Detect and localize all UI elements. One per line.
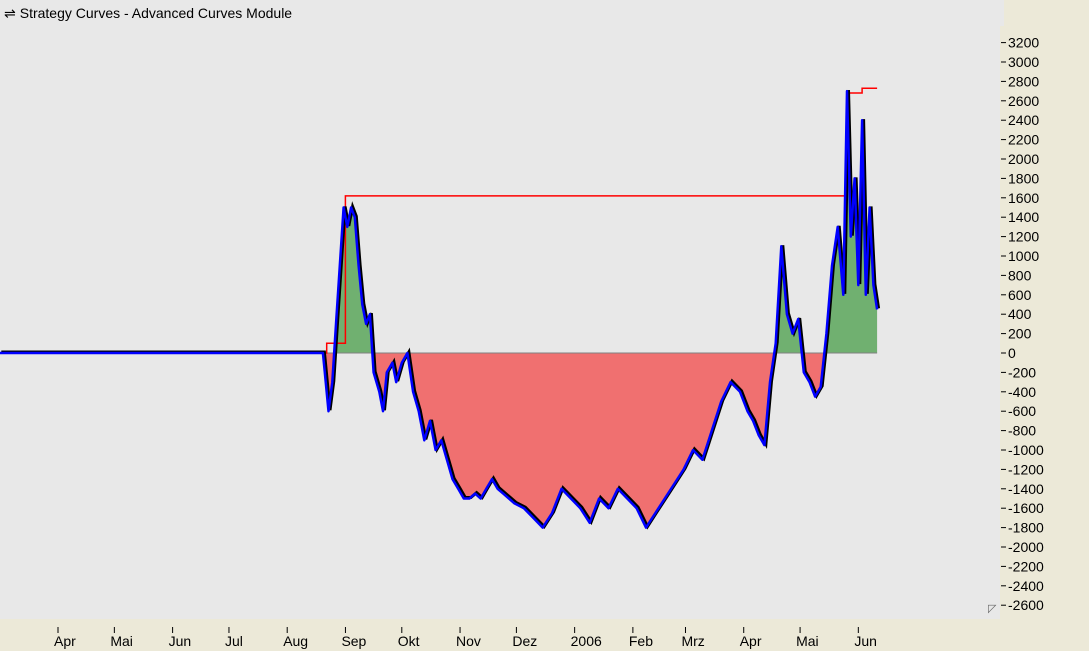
y-tick-label: -1600: [1008, 500, 1044, 516]
equity-curve-shadow: [1, 90, 881, 530]
y-tick-label: 2200: [1008, 132, 1039, 148]
resize-grip-icon[interactable]: ◸: [988, 603, 997, 615]
x-tick-label: Apr: [54, 633, 76, 649]
x-tick-label: Okt: [398, 633, 420, 649]
equity-curve-line: [0, 89, 879, 529]
x-tick-label: Jul: [225, 633, 243, 649]
y-tick-label: 800: [1008, 267, 1032, 283]
x-tick-label: Jun: [854, 633, 877, 649]
y-tick-label: 2400: [1008, 112, 1039, 128]
y-tick-label: -800: [1008, 423, 1036, 439]
x-tick-label: Aug: [283, 633, 308, 649]
y-tick-label: -1400: [1008, 481, 1044, 497]
x-tick-label: Sep: [341, 633, 366, 649]
y-tick-label: 1200: [1008, 229, 1039, 245]
x-tick-label: Apr: [740, 633, 762, 649]
profit-area: [0, 91, 878, 353]
x-tick-label: Jun: [169, 633, 192, 649]
y-tick-label: -400: [1008, 384, 1036, 400]
x-tick-label: Feb: [629, 633, 653, 649]
x-tick-label: Mai: [110, 633, 133, 649]
y-tick-label: 1000: [1008, 248, 1039, 264]
y-tick-label: 2000: [1008, 151, 1039, 167]
x-tick-label: Dez: [512, 633, 537, 649]
y-tick-label: 3200: [1008, 35, 1039, 51]
y-tick-label: 200: [1008, 326, 1032, 342]
y-tick-label: -2400: [1008, 578, 1044, 594]
y-tick-label: -600: [1008, 403, 1036, 419]
y-tick-label: 400: [1008, 306, 1032, 322]
window-title: Strategy Curves - Advanced Curves Module: [19, 5, 293, 21]
y-tick-label: -2200: [1008, 558, 1044, 574]
y-tick-label: 3000: [1008, 54, 1039, 70]
loss-area: [0, 353, 878, 528]
y-tick-label: 1800: [1008, 170, 1039, 186]
swap-arrows-icon: ⇌: [4, 5, 16, 21]
x-tick-label: Mrz: [681, 633, 704, 649]
high-water-mark-line: [322, 87, 878, 354]
y-tick-label: 2600: [1008, 93, 1039, 109]
x-tick-label: Mai: [796, 633, 819, 649]
x-tick-label: Nov: [456, 633, 481, 649]
y-tick-label: -1200: [1008, 461, 1044, 477]
y-tick-label: -200: [1008, 364, 1036, 380]
y-tick-label: -2000: [1008, 539, 1044, 555]
y-tick-label: 2800: [1008, 73, 1039, 89]
y-tick-label: -1800: [1008, 520, 1044, 536]
y-tick-label: 1600: [1008, 190, 1039, 206]
y-tick-label: -1000: [1008, 442, 1044, 458]
y-tick-label: -2600: [1008, 597, 1044, 613]
x-tick-label: 2006: [571, 633, 602, 649]
y-tick-label: 600: [1008, 287, 1032, 303]
y-tick-label: 0: [1008, 345, 1016, 361]
y-tick-label: 1400: [1008, 209, 1039, 225]
window-title-bar: ⇌ Strategy Curves - Advanced Curves Modu…: [0, 0, 1004, 26]
